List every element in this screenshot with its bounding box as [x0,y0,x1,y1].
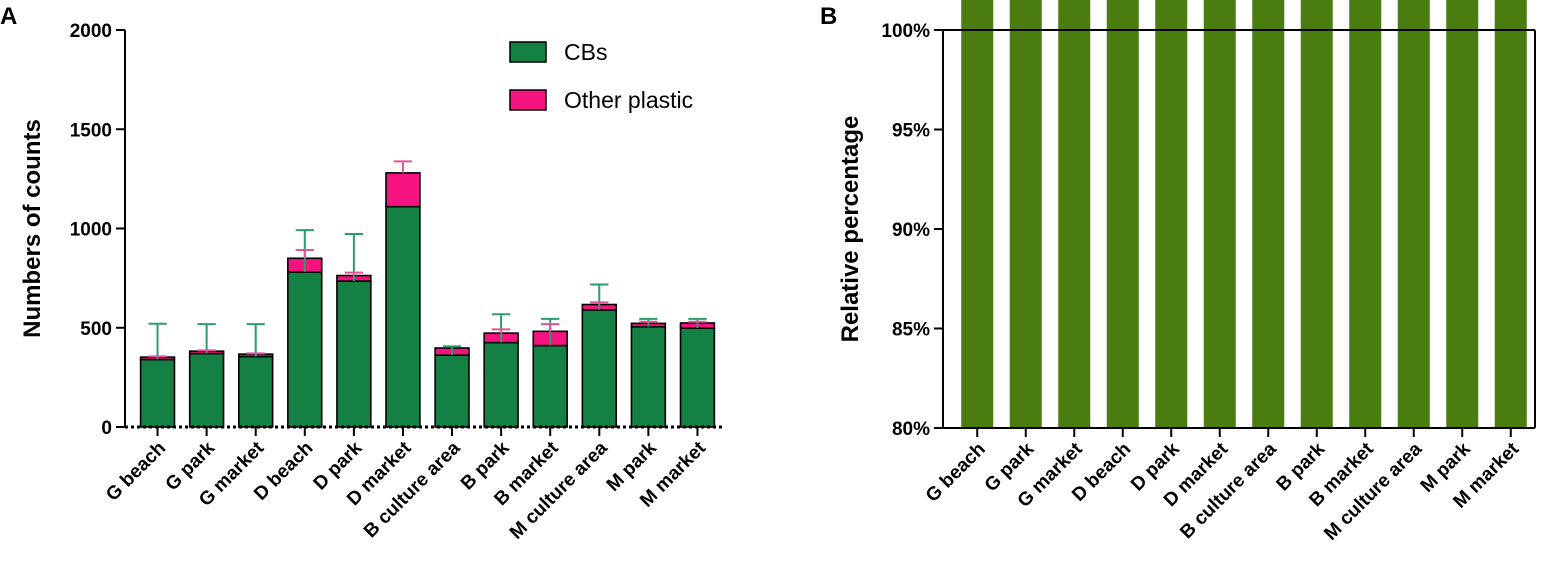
bar-primary [1009,0,1042,428]
bar-primary [336,280,372,428]
bar-primary [1203,0,1236,428]
bar-primary [139,358,176,428]
bar-primary [1349,0,1382,428]
y-axis-title: Numbers of counts [19,119,46,338]
bar-primary [630,325,667,428]
y-tick-label: 80% [892,419,930,440]
x-category-label: G beach [922,439,990,507]
y-tick-label: 90% [892,220,930,241]
bar-primary [1494,0,1527,428]
bar-primary [1446,0,1479,428]
bar-primary [1300,0,1333,428]
bar-primary [532,344,568,428]
panel-letter-a: A [0,3,17,30]
y-tick-label: 1000 [70,220,112,241]
panel-letter-b: B [820,3,837,30]
bar-primary [679,327,716,428]
x-category-label: G beach [102,438,170,506]
legend-swatch [509,41,547,63]
y-tick-label: 95% [892,121,930,142]
legend-label: CBs [564,39,607,65]
bar-primary [1252,0,1285,428]
y-tick-label: 100% [881,21,930,42]
bar-primary [237,355,274,428]
bar-primary [188,352,225,428]
y-tick-label: 0 [101,418,112,439]
bar-primary [434,354,470,428]
y-tick-label: 2000 [70,21,112,42]
bar-secondary [385,172,421,208]
y-tick-label: 85% [892,320,930,341]
chart-relative-percentage: 80% 85% 90% 95% 100% Relative percentage G bea… [837,0,1536,545]
chart-counts: 0 500 1000 1500 2000 Numbers of counts G beach… [19,21,722,544]
bar-primary [1106,0,1139,428]
y-axis-title: Relative percentage [837,116,864,343]
bar-primary [483,341,519,428]
legend-swatch [509,89,547,111]
bar-primary [385,205,421,428]
y-tick-label: 500 [80,319,112,340]
bar-primary [961,0,994,428]
bar-primary [1397,0,1430,428]
bar-primary [1058,0,1091,428]
bar-primary [1155,0,1188,428]
legend-label: Other plastic [564,87,693,113]
bar-primary [581,309,618,428]
bar-primary [287,271,323,428]
y-tick-label: 1500 [70,120,112,141]
